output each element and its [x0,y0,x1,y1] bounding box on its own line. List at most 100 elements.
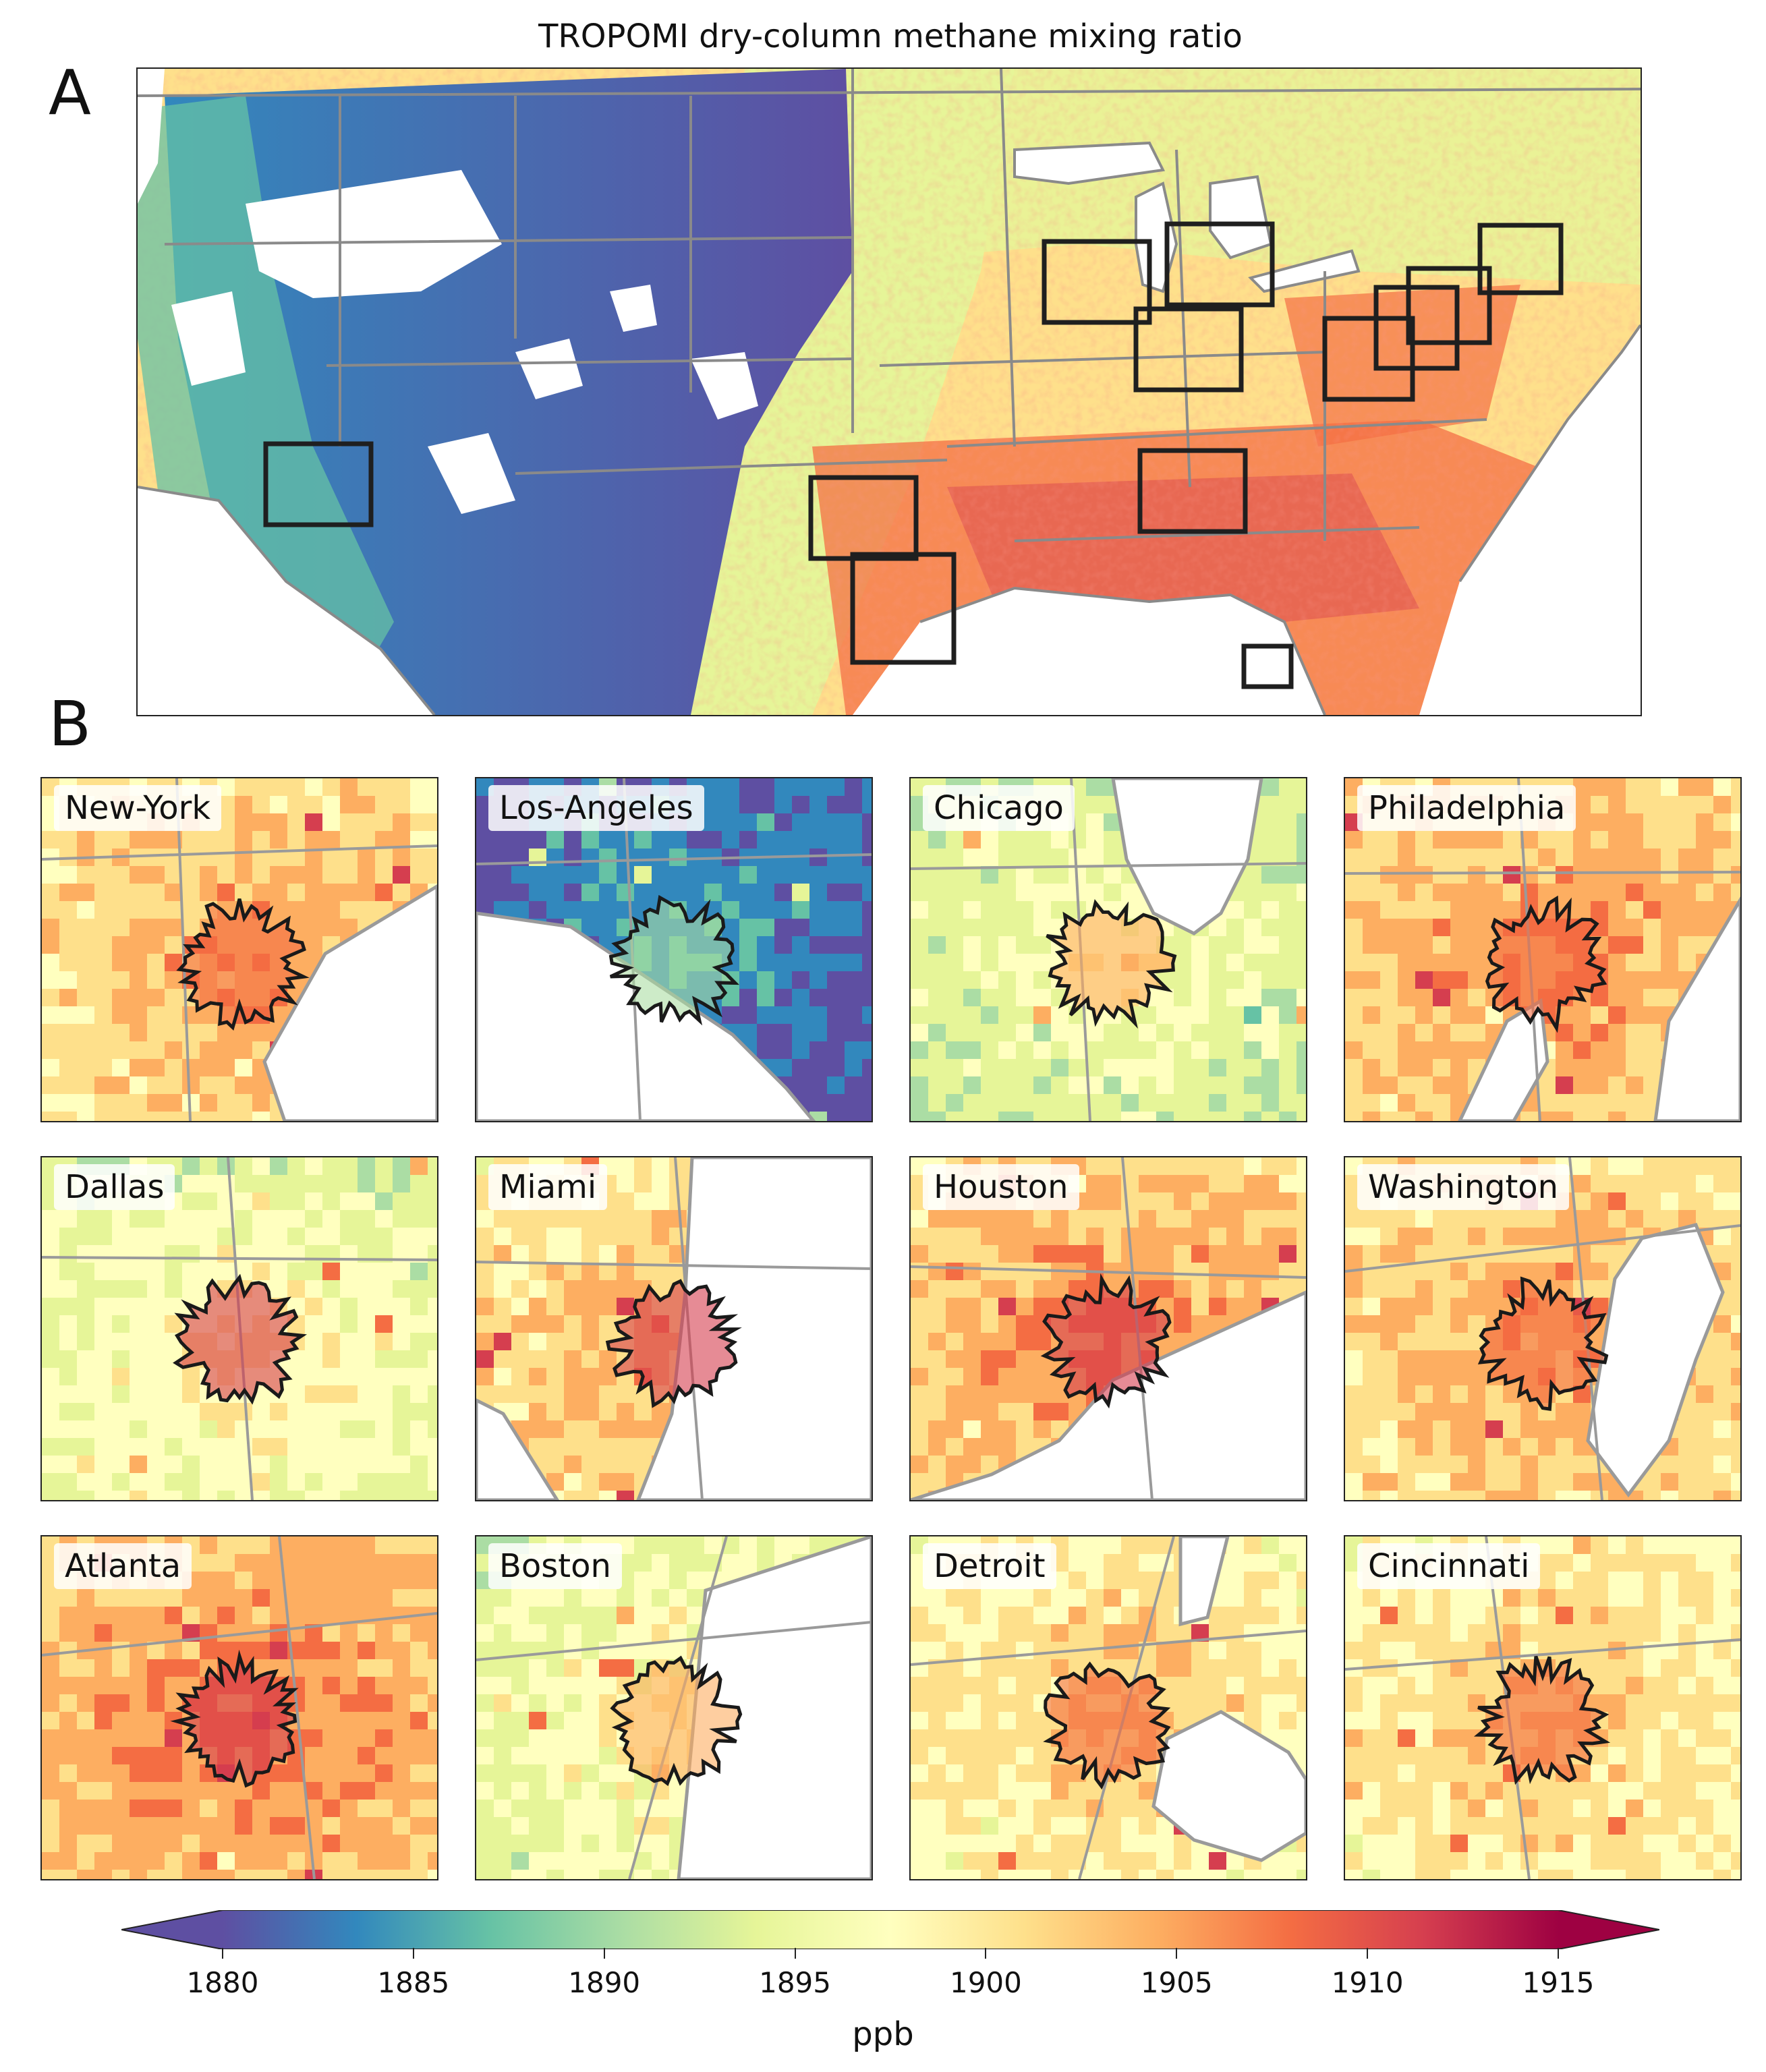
inset-label-miami: Miami [488,1164,608,1210]
inset-label-washington: Washington [1357,1164,1570,1210]
colorbar-extend-right [1558,1910,1659,1949]
urban-boundary [1040,1273,1172,1409]
state-borders [138,69,1641,715]
inset-boston: Boston [475,1535,873,1880]
water-bodies [262,884,437,1121]
pacific-north [138,69,165,204]
colorbar-tick-label: 1895 [759,1966,832,1999]
urban-boundary [610,1655,743,1787]
box-houston [850,552,957,665]
colorbar-tick-mark [985,1948,987,1959]
box-detroit [1164,221,1275,308]
urban-boundary [605,1279,742,1408]
nodata-patch-6 [428,433,515,514]
inset-label-dallas: Dallas [54,1164,175,1210]
colorbar-tick-mark [603,1948,605,1959]
gulf-of-mexico [853,588,1325,715]
colorbar-tick-label: 1890 [568,1966,641,1999]
colorbar-tick-label: 1905 [1140,1966,1213,1999]
panel-label-a: A [49,57,91,129]
colorbar-tick-mark [1367,1948,1369,1959]
conus-methane-map [136,67,1642,716]
conus-map-canvas [138,69,1641,715]
urban-boundary [1477,1276,1609,1411]
inset-label-new-york: New-York [54,785,222,831]
box-boston [1477,223,1564,295]
urban-boundary [1043,1661,1171,1790]
inset-label-atlanta: Atlanta [54,1543,192,1589]
urban-boundary [1485,895,1607,1033]
inset-map-detroit [911,1536,1306,1879]
nodata-patch-3 [691,352,758,420]
lake-superior [1015,143,1163,183]
inset-label-philadelphia: Philadelphia [1357,785,1576,831]
inset-label-cincinnati: Cincinnati [1357,1543,1541,1589]
box-chicago [1042,239,1152,325]
colorbar-tick-label: 1880 [186,1966,259,1999]
nodata-patch-4 [610,285,657,332]
inset-detroit: Detroit [909,1535,1307,1880]
water-bodies [1111,778,1263,936]
box-cincinnati [1133,306,1244,393]
inset-chicago: Chicago [909,777,1307,1122]
nodata-patch-2 [515,339,583,399]
methane-grid [42,1536,437,1879]
water-bodies [1458,896,1740,1121]
inset-los-angeles: Los-Angeles [475,777,873,1122]
colorbar-tick-label: 1900 [949,1966,1022,1999]
inset-map-miami [476,1157,872,1500]
inset-atlanta: Atlanta [40,1535,438,1880]
inset-label-detroit: Detroit [923,1543,1056,1589]
colorbar-tick-label: 1910 [1331,1966,1404,1999]
panel-label-b: B [49,688,92,760]
inset-miami: Miami [475,1156,873,1501]
nodata-patch-1 [246,170,502,298]
inset-map-chicago [911,778,1306,1121]
colorbar [121,1910,1659,1949]
water-bodies [1151,1536,1306,1862]
nodata-patch-5 [171,291,246,386]
colorbar-unit-label: ppb [852,2015,914,2053]
box-dallas [808,475,919,561]
colorbar-tick-label: 1885 [377,1966,450,1999]
colorbar-tick-mark [412,1948,414,1959]
inset-map-atlanta [42,1536,437,1879]
box-new-york [1406,266,1492,345]
figure-title: TROPOMI dry-column methane mixing ratio [538,18,1243,55]
inset-label-houston: Houston [923,1164,1079,1210]
urban-boundary [170,1649,299,1788]
lake-erie [1251,251,1359,291]
urban-boundary [608,894,739,1026]
colorbar-body [223,1910,1558,1949]
state-borders [42,1536,437,1879]
inset-dallas: Dallas [40,1156,438,1501]
lake-huron [1210,177,1271,258]
box-miami [1241,643,1294,689]
colorbar-tick-mark [1558,1948,1559,1959]
urban-boundary [173,1273,308,1405]
inset-label-boston: Boston [488,1543,622,1589]
water-bodies [476,911,816,1121]
box-washington [1322,316,1415,402]
state-borders [42,778,437,1121]
colorbar-tick-mark [1176,1948,1178,1959]
pacific-ocean [138,487,434,715]
atlantic-ocean [1419,325,1641,715]
inset-houston: Houston [909,1156,1307,1501]
inset-cincinnati: Cincinnati [1344,1535,1742,1880]
box-atlanta [1137,448,1248,534]
inset-washington: Washington [1344,1156,1742,1501]
city-boxes [263,221,1564,689]
box-philadelphia [1373,285,1460,371]
inset-label-los-angeles: Los-Angeles [488,785,704,831]
inset-new-york: New-York [40,777,438,1122]
colorbar-tick-label: 1915 [1522,1966,1595,1999]
inset-label-chicago: Chicago [923,785,1075,831]
urban-boundary [1046,898,1177,1029]
colorbar-extend-left [121,1910,223,1949]
urban-boundary [176,898,310,1031]
colorbar-tick-mark [222,1948,223,1959]
urban-boundary [1473,1655,1611,1785]
colorbar-tick-mark [794,1948,796,1959]
box-los-angeles [263,441,374,527]
